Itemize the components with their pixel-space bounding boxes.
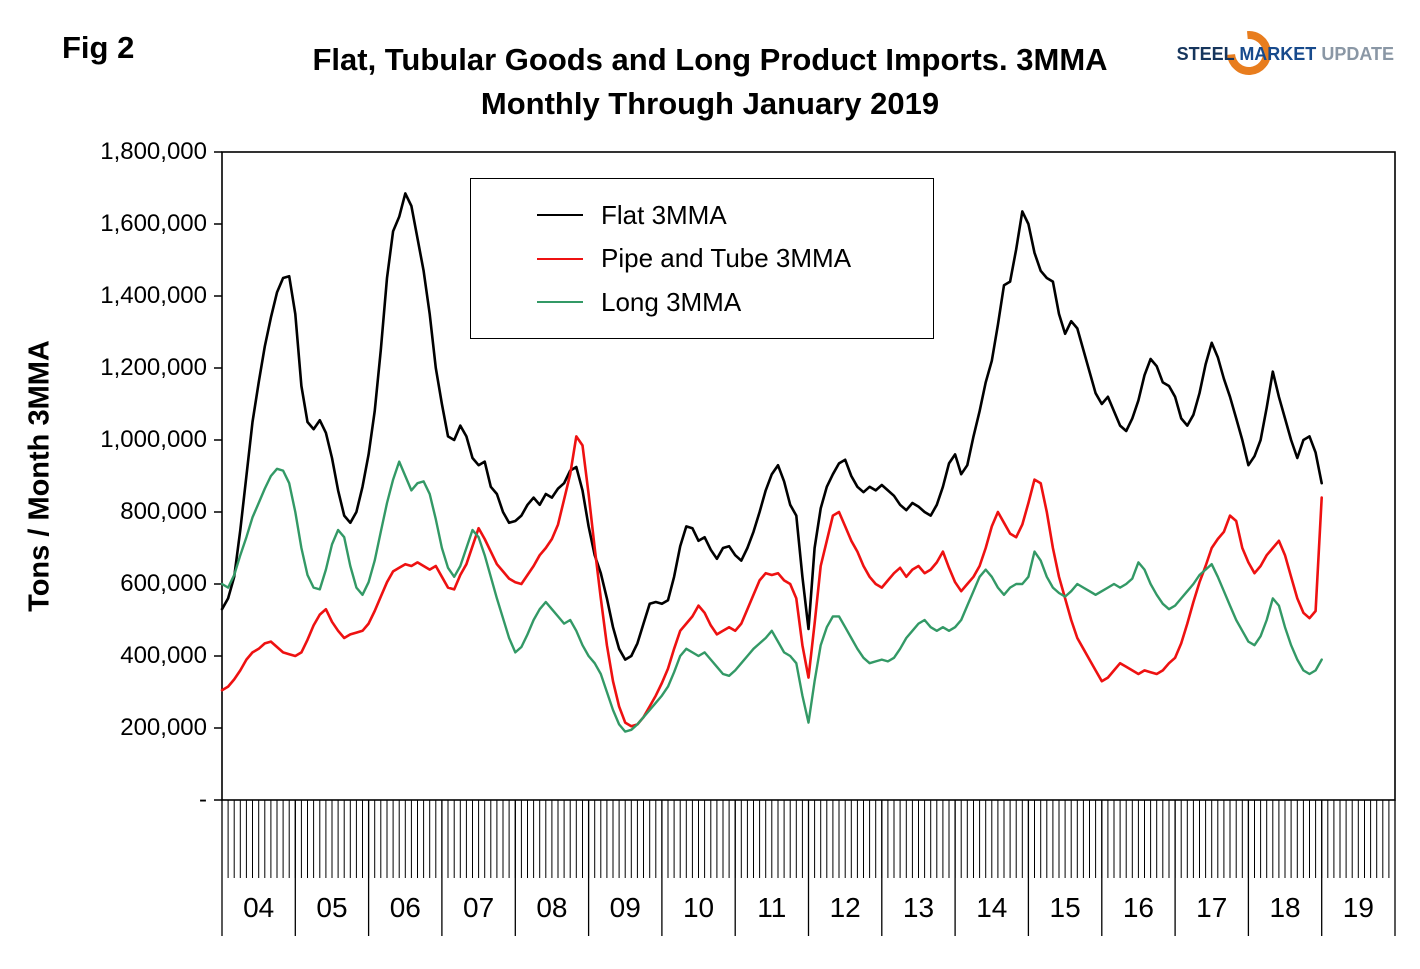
logo-word-steel: STEEL (1176, 44, 1235, 64)
x-axis-year-label: 08 (536, 892, 568, 923)
legend-item: Long 3MMA (537, 287, 933, 318)
legend-items: Flat 3MMA Pipe and Tube 3MMA Long 3MMA (537, 187, 933, 330)
x-axis-year-label: 05 (316, 892, 348, 923)
y-axis-tick-label: 600,000 (120, 570, 207, 597)
legend-line-sample-icon (537, 301, 583, 303)
x-axis-year-label: 17 (1196, 892, 1228, 923)
x-axis-year-label: 19 (1342, 892, 1374, 923)
y-axis-tick-label: - (199, 786, 207, 813)
series-line-pipe-and-tube-3mma (220, 435, 1323, 728)
y-axis-tick-labels: - 200,000 400,000 600,000 800,000 1,000,000 1,… (40, 0, 207, 969)
legend-item: Flat 3MMA (537, 200, 933, 231)
y-axis-tick-label: 1,800,000 (100, 138, 207, 165)
legend-label: Long 3MMA (601, 286, 742, 317)
x-axis-year-label: 07 (463, 892, 495, 923)
y-axis-tick-label: 1,400,000 (100, 282, 207, 309)
legend-line-sample-icon (537, 257, 583, 260)
steel-market-update-logo: STEEL MARKET UPDATE (1176, 22, 1394, 84)
y-axis-tick-label: 1,200,000 (100, 354, 207, 381)
x-axis-year-label: 14 (976, 892, 1008, 923)
legend-item: Pipe and Tube 3MMA (537, 243, 933, 274)
series-line-flat-3mma (220, 192, 1323, 661)
legend-label: Pipe and Tube 3MMA (601, 243, 852, 273)
chart-title-line2: Monthly Through January 2019 (480, 86, 940, 121)
y-axis-tick-label: 200,000 (120, 714, 207, 741)
x-axis-year-label: 16 (1122, 892, 1154, 923)
figure-label: Fig 2 (62, 30, 135, 65)
legend-line-sample-icon (537, 214, 583, 216)
logo-word-market: MARKET (1239, 44, 1317, 64)
x-axis-year-label: 10 (682, 892, 715, 923)
legend-label: Flat 3MMA (601, 199, 727, 230)
x-axis-year-label: 09 (609, 892, 641, 923)
chart-title: Flat, Tubular Goods and Long Product Imp… (110, 38, 1310, 126)
x-axis-year-label: 04 (243, 892, 275, 923)
x-axis-year-label: 18 (1269, 892, 1301, 923)
logo-word-update: UPDATE (1321, 44, 1394, 64)
x-axis-year-label: 13 (902, 892, 935, 923)
y-axis-tick-label: 400,000 (120, 642, 207, 669)
chart-title-line1: Flat, Tubular Goods and Long Product Imp… (312, 42, 1108, 77)
series-line-long-3mma (220, 460, 1323, 733)
chart-legend: Flat 3MMA Pipe and Tube 3MMA Long 3MMA (470, 178, 934, 339)
x-axis-year-label: 06 (389, 892, 421, 923)
x-axis-year-label: 15 (1049, 892, 1081, 923)
y-axis-tick-label: 1,600,000 (100, 210, 207, 237)
x-axis-year-labels: 04 05 06 07 08 09 10 11 12 13 14 15 16 17 18 19 (0, 892, 1420, 936)
y-axis-tick-label: 800,000 (120, 498, 207, 525)
x-axis-year-label: 11 (757, 892, 787, 923)
y-axis-tick-label: 1,000,000 (100, 426, 207, 453)
x-axis-year-label: 12 (829, 892, 861, 923)
